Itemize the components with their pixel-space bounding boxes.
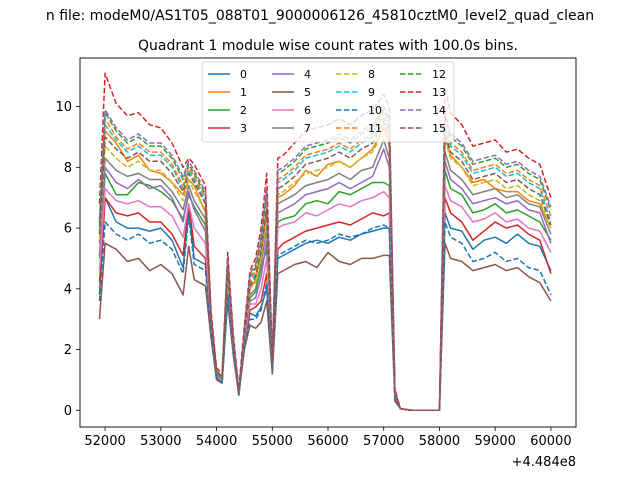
series-line-11 [98,111,552,412]
series-line-4 [98,148,552,412]
series-line-13 [98,72,552,412]
series-line-5 [98,242,552,412]
legend-label-6: 6 [304,104,311,117]
x-tick-label: 57000 [363,434,404,449]
y-tick-label: 8 [64,161,72,176]
legend-label-15: 15 [432,122,446,135]
x-tick-label: 58000 [419,434,460,449]
x-tick-label: 53000 [140,434,181,449]
y-tick-label: 6 [64,222,72,237]
series-line-6 [98,184,552,412]
series-layer [98,72,552,412]
legend-label-12: 12 [432,68,446,81]
y-tick-label: 0 [64,404,72,419]
series-line-10 [98,215,552,412]
x-tick-label: 55000 [252,434,293,449]
x-tick-label: 54000 [196,434,237,449]
legend-label-13: 13 [432,86,446,99]
legend-label-8: 8 [368,68,375,81]
legend-label-4: 4 [304,68,311,81]
y-tick-label: 4 [64,282,72,297]
series-line-7 [98,139,552,412]
y-tick-label: 10 [55,100,72,115]
y-axis: 0 2 4 6 8 10 [55,100,80,419]
x-tick-label: 56000 [307,434,348,449]
legend-label-0: 0 [240,68,247,81]
legend-label-7: 7 [304,122,311,135]
legend-label-11: 11 [368,122,382,135]
legend-box [201,61,455,143]
legend-label-1: 1 [240,86,247,99]
x-offset-label: +4.484e8 [512,455,576,470]
series-line-9 [98,117,552,412]
x-tick-label: 52000 [84,434,125,449]
legend-label-3: 3 [240,122,247,135]
x-axis: 52000 53000 54000 55000 56000 57000 58000 59000… [84,427,572,449]
y-tick-label: 2 [64,343,72,358]
legend-label-10: 10 [368,104,382,117]
x-tick-label: 59000 [475,434,516,449]
series-line-3 [98,196,552,412]
chart-title: Quadrant 1 module wise count rates with … [138,38,518,54]
series-line-8 [98,130,552,412]
chart-suptitle: n file: modeM0/AS1T05_088T01_9000006126_… [46,8,594,24]
series-line-15 [98,121,552,412]
legend-label-14: 14 [432,104,446,117]
x-tick-label: 60000 [530,434,571,449]
legend-label-2: 2 [240,104,247,117]
legend-label-9: 9 [368,86,375,99]
legend-label-5: 5 [304,86,311,99]
